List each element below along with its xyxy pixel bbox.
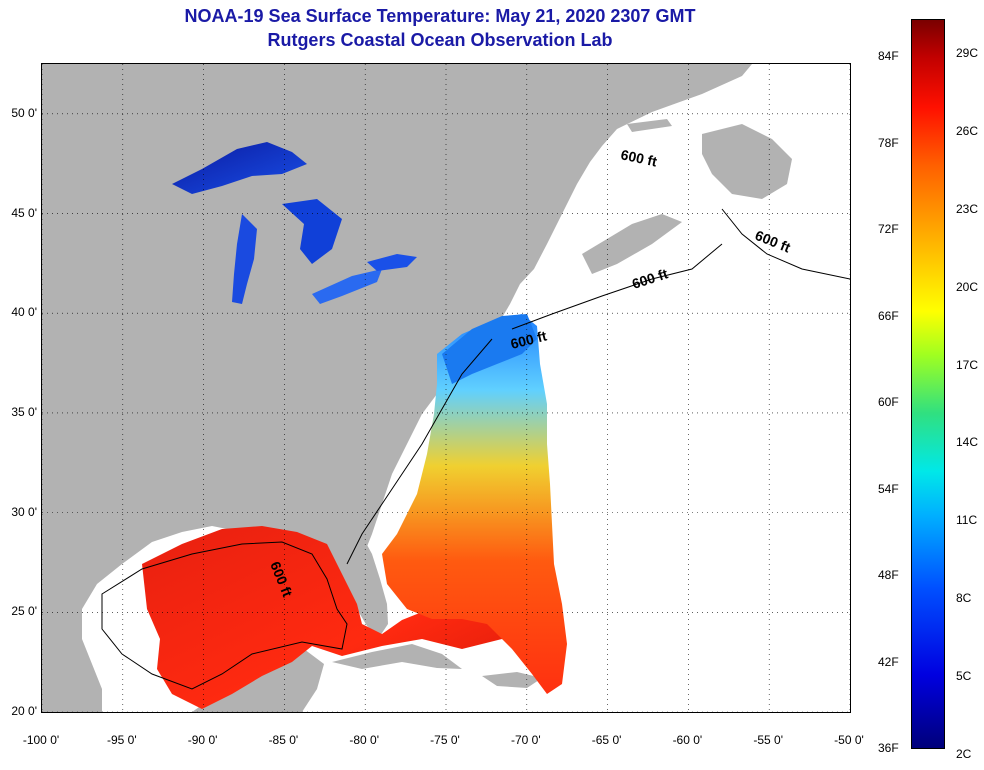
- longitude-tick-label: -100 0': [22, 733, 60, 747]
- sst-map: 600 ft 600 ft 600 ft 600 ft 600 ft: [42, 64, 850, 712]
- longitude-tick-label: -60 0': [672, 733, 703, 747]
- colorbar-celsius-label: 17C: [956, 357, 979, 372]
- longitude-tick-label: -65 0': [591, 733, 622, 747]
- longitude-tick-label: -75 0': [430, 733, 460, 747]
- colorbar-fahrenheit-label: 60F: [878, 395, 899, 410]
- latitude-tick-label: 30 0': [11, 504, 37, 519]
- latitude-tick-label: 40 0': [11, 305, 37, 320]
- colorbar-celsius-label: 23C: [956, 201, 979, 216]
- colorbar-celsius-label: 2C: [956, 746, 972, 761]
- sst-shelf-cold: [442, 314, 537, 384]
- isobath-label: 600 ft: [630, 265, 670, 292]
- longitude-tick-label: -85 0': [268, 733, 299, 747]
- map-subtitle: Rutgers Coastal Ocean Observation Lab: [267, 30, 613, 50]
- longitude-tick-label: -95 0': [106, 733, 137, 747]
- colorbar-celsius-label: 20C: [956, 279, 979, 294]
- sst-atlantic-swath: [382, 314, 567, 694]
- longitude-tick-label: -50 0': [834, 733, 864, 747]
- colorbar-fahrenheit-label: 78F: [878, 135, 899, 150]
- longitude-tick-label: -80 0': [349, 733, 380, 747]
- land-newfoundland: [702, 124, 792, 199]
- lake-erie: [312, 269, 382, 304]
- latitude-tick-label: 45 0': [11, 205, 37, 220]
- colorbar-fahrenheit-label: 54F: [878, 481, 899, 496]
- lake-superior: [172, 142, 307, 194]
- isobath-600ft-shelf: [511, 243, 723, 330]
- isobath-600ft-gulf: [101, 541, 348, 690]
- colorbar-fahrenheit-label: 84F: [878, 49, 899, 64]
- colorbar-fahrenheit-label: 72F: [878, 222, 899, 237]
- colorbar-celsius-label: 5C: [956, 668, 972, 683]
- isobath-label: 600 ft: [753, 227, 793, 256]
- isobath-600ft: [721, 208, 850, 280]
- longitude-tick-label: -70 0': [510, 733, 541, 747]
- colorbar-celsius-label: 8C: [956, 591, 972, 606]
- latitude-tick-label: 25 0': [11, 604, 37, 619]
- colorbar-fahrenheit-label: 48F: [878, 568, 899, 582]
- colorbar-fahrenheit-label: 36F: [878, 741, 899, 755]
- land-cuba: [332, 644, 462, 669]
- land-florida: [332, 532, 388, 636]
- colorbar-fahrenheit-label: 66F: [878, 308, 899, 323]
- latitude-tick-label: 20 0': [11, 704, 37, 718]
- isobath-label: 600 ft: [619, 146, 658, 169]
- colorbar-celsius-label: 26C: [956, 124, 979, 138]
- land-anticosti: [627, 119, 672, 132]
- longitude-tick-label: -55 0': [753, 733, 784, 747]
- lake-huron: [282, 199, 342, 264]
- colorbar-celsius-label: 11C: [956, 513, 978, 528]
- map-frame: 600 ft 600 ft 600 ft 600 ft 600 ft: [41, 63, 851, 713]
- colorbar-fahrenheit-label: 42F: [878, 654, 899, 669]
- land-north-america: [42, 64, 752, 712]
- lake-michigan: [232, 214, 257, 304]
- colorbar-celsius-label: 29C: [956, 46, 979, 61]
- temperature-colorbar: [911, 19, 945, 749]
- latitude-tick-label: 35 0': [11, 404, 37, 419]
- map-title: NOAA-19 Sea Surface Temperature: May 21,…: [184, 6, 696, 26]
- graticule: [42, 64, 850, 712]
- colorbar-celsius-label: 14C: [956, 435, 979, 450]
- lake-ontario: [367, 254, 417, 271]
- sst-gulf-of-mexico: [142, 526, 522, 709]
- longitude-tick-label: -90 0': [187, 733, 218, 747]
- latitude-tick-label: 50 0': [11, 105, 37, 120]
- land-nova-scotia: [582, 214, 682, 274]
